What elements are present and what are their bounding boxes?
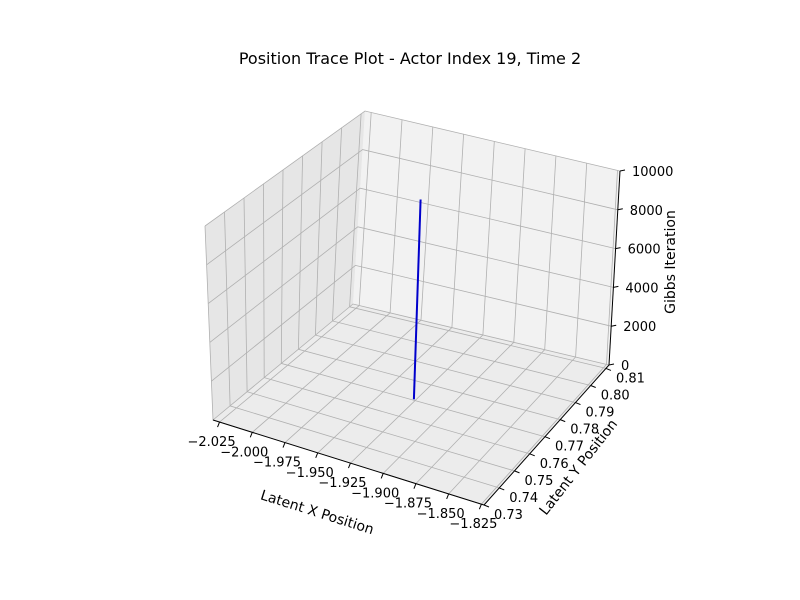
- x-tick-label-3: −1.950: [286, 466, 334, 481]
- z-grid-line-0: [212, 303, 610, 421]
- z-tick-label-0: 0: [621, 359, 629, 374]
- y-tick-label-5: 0.78: [570, 423, 599, 438]
- x-tick-0: [217, 421, 221, 428]
- y-tick-label-1: 0.74: [509, 491, 538, 506]
- x-tick-label-6: −1.875: [384, 497, 432, 512]
- z-tick-4: [617, 208, 623, 211]
- z-tick-label-2: 4000: [625, 281, 658, 296]
- x-tick-label-1: −2.000: [220, 445, 268, 460]
- x-tick-8: [478, 503, 482, 510]
- tick-marks: [217, 169, 626, 510]
- x-tick-label-4: −1.925: [318, 476, 366, 491]
- y-tick-label-4: 0.77: [555, 440, 584, 455]
- x-axis-line: [212, 419, 485, 506]
- z-grid-line-2: [209, 226, 614, 343]
- z-axis-line: [608, 170, 621, 366]
- x-tick-2: [282, 442, 286, 448]
- z-tick-label-1: 2000: [623, 320, 656, 335]
- z-tick-label-4: 8000: [630, 204, 663, 219]
- z-grid-line-5: [204, 110, 621, 227]
- x-tick-7: [446, 493, 450, 500]
- x-tick-1: [249, 432, 253, 438]
- z-grid-line-1: [211, 264, 612, 382]
- z-grid-line-3: [207, 187, 616, 304]
- y-tick-label-0: 0.73: [494, 508, 523, 523]
- y-tick-8: [605, 367, 612, 371]
- y-tick-label-2: 0.75: [524, 474, 553, 489]
- x-tick-5: [380, 473, 384, 479]
- y-tick-4: [544, 436, 551, 440]
- y-tick-1: [499, 487, 505, 491]
- x-tick-label-7: −1.850: [417, 507, 465, 522]
- y-tick-label-8: 0.81: [616, 371, 645, 386]
- y-axis-line: [483, 364, 610, 506]
- chart-title: Position Trace Plot - Actor Index 19, Ti…: [239, 49, 581, 68]
- tick-labels: −2.025−2.000−1.975−1.950−1.925−1.900−1.8…: [187, 165, 673, 532]
- z-tick-0: [608, 363, 615, 366]
- x-tick-label-5: −1.900: [351, 486, 399, 501]
- axis-edges: [212, 170, 621, 506]
- y-tick-label-7: 0.80: [601, 388, 630, 403]
- series-line-0: [412, 199, 422, 400]
- y-tick-2: [514, 470, 520, 474]
- z-tick-2: [613, 285, 619, 288]
- y-tick-0: [483, 504, 490, 508]
- z-tick-label-3: 6000: [628, 243, 661, 258]
- y-tick-label-3: 0.76: [540, 457, 569, 472]
- x-tick-3: [315, 452, 319, 459]
- z-tick-1: [611, 324, 617, 327]
- z-tick-label-5: 10000: [632, 165, 673, 180]
- y-tick-label-6: 0.79: [585, 406, 614, 421]
- z-grid-line-4: [206, 149, 618, 266]
- y-tick-5: [560, 419, 566, 423]
- x-tick-4: [347, 462, 351, 469]
- z-tick-3: [615, 247, 621, 250]
- y-tick-7: [590, 385, 596, 388]
- z-tick-5: [619, 169, 626, 172]
- grid-lines: [204, 110, 621, 506]
- z-axis-label: Gibbs Iteration: [663, 210, 679, 314]
- data-series: [412, 199, 422, 400]
- y-tick-6: [575, 402, 581, 406]
- x-tick-label-8: −1.825: [449, 517, 497, 532]
- y-tick-3: [529, 453, 535, 457]
- side-pane: [205, 111, 365, 420]
- x-tick-label-0: −2.025: [187, 435, 235, 450]
- x-tick-6: [413, 483, 417, 489]
- back-pane: [353, 111, 620, 365]
- x-tick-label-2: −1.975: [253, 456, 301, 471]
